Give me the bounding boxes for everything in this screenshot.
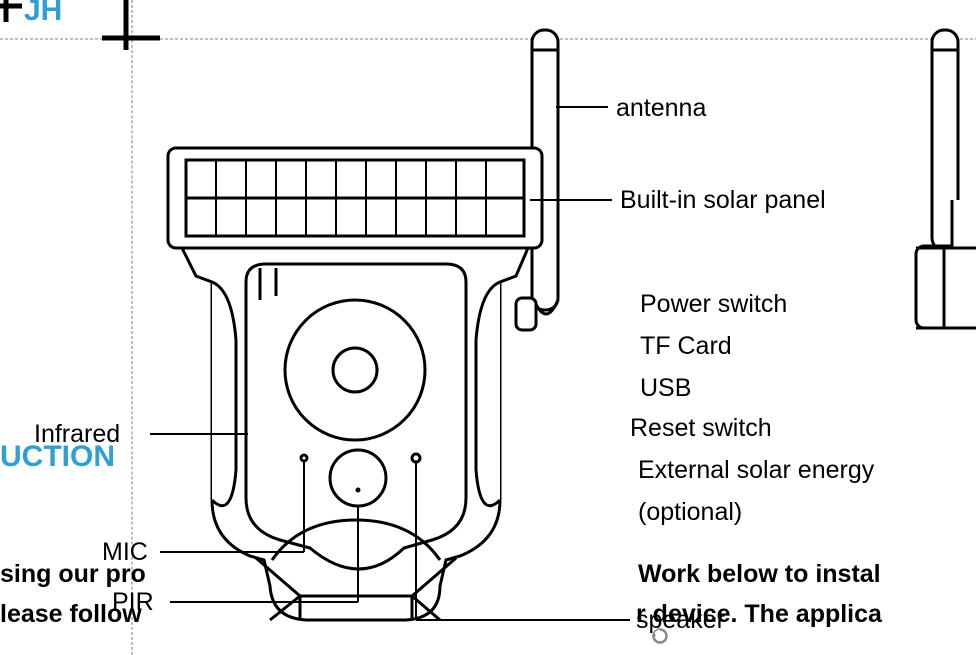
- label-ext-solar-1: External solar energy: [638, 456, 874, 485]
- label-power-switch: Power switch: [640, 290, 787, 319]
- frag-line1-right: Work below to instal: [638, 560, 881, 589]
- label-reset-switch: Reset switch: [630, 414, 772, 443]
- label-tf-card: TF Card: [640, 332, 732, 361]
- frag-header-uction: UCTION: [0, 440, 115, 474]
- frag-line1-left: sing our pro: [0, 560, 146, 589]
- frag-header-jh: JH: [24, 0, 62, 28]
- label-antenna: antenna: [616, 94, 706, 123]
- label-solar-panel: Built-in solar panel: [620, 186, 826, 215]
- label-ext-solar-2: (optional): [638, 498, 742, 527]
- label-usb: USB: [640, 374, 691, 403]
- frag-line2-left: lease follow: [0, 600, 142, 629]
- frag-line2-right: r device. The applica: [636, 600, 882, 629]
